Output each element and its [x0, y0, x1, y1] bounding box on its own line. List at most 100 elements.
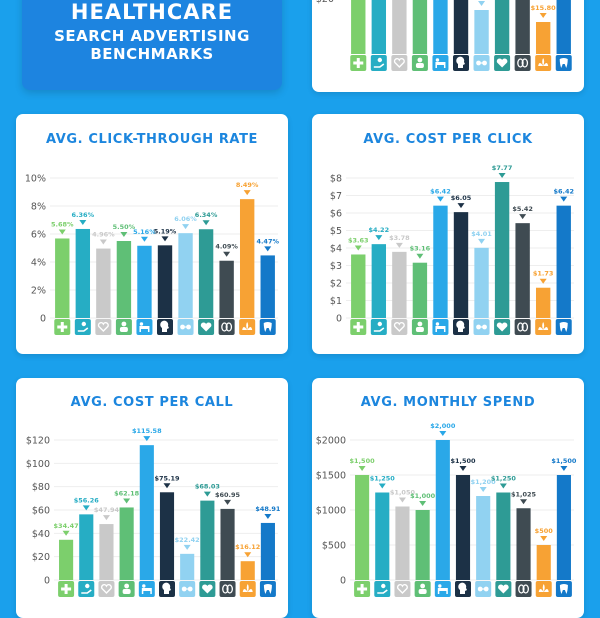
chart-card-top-cropped: $20 $15.80: [312, 0, 584, 92]
category-icon-plus-icon: [354, 581, 371, 597]
category-icon-glasses-icon: [473, 319, 490, 335]
data-label: $34.47: [54, 522, 79, 530]
y-tick-label: $60: [32, 506, 50, 517]
bar: [556, 0, 571, 54]
data-label: $60.95: [215, 491, 241, 499]
data-label: $22.42: [175, 536, 200, 544]
data-label: $2,000: [430, 422, 456, 430]
data-label: 6.06%: [174, 215, 197, 223]
value-marker-arrow: [459, 466, 467, 471]
value-marker-arrow: [202, 220, 210, 226]
y-tick-label: $1: [330, 296, 342, 307]
category-icon-heart-icon: [198, 319, 215, 335]
bar: [375, 492, 390, 580]
bar: [116, 241, 132, 318]
bar: [351, 254, 366, 318]
category-icon-heart-icon: [495, 581, 512, 597]
cpc-chart-svg: 0 $1 $2 $3 $4 $5 $6 $7 $8 $3.63$4.22$3.78$3.16 $6.…: [330, 164, 574, 335]
data-label: $6.05: [451, 194, 472, 202]
value-marker-arrow: [419, 501, 427, 506]
bar: [351, 0, 366, 54]
chart-title-cost-per-call: AVG. COST PER CALL: [70, 395, 234, 410]
category-icon-head-profile-icon: [159, 581, 175, 597]
y-tick-label: $7: [330, 191, 342, 202]
data-label: $7.77: [492, 164, 513, 172]
y-tick-label: 6%: [31, 230, 46, 241]
category-icon-tooth-icon: [555, 581, 572, 597]
category-icon-head-profile-icon: [455, 581, 471, 597]
category-icon-caregiver-icon: [115, 319, 132, 335]
data-label: $1,500: [450, 457, 476, 465]
category-icon-caregiver-icon: [411, 319, 428, 335]
bar: [239, 199, 255, 318]
category-icon-head-profile-icon: [157, 319, 173, 335]
value-marker-arrow: [539, 13, 547, 18]
value-marker-arrow: [243, 190, 251, 196]
bar: [392, 0, 407, 54]
chart-title-ctr: AVG. CLICK-THROUGH RATE: [45, 132, 259, 147]
bar: [96, 248, 111, 318]
category-icon-hand-heart-icon: [370, 55, 387, 71]
bar: [139, 445, 154, 580]
category-icon-glasses-icon: [473, 55, 490, 71]
y-tick-label: 8%: [31, 202, 46, 213]
bar: [219, 260, 234, 318]
category-icon-caregiver-icon: [118, 581, 135, 597]
category-icon-hospital-bed-icon: [138, 581, 155, 597]
data-label: 5.16%: [133, 228, 156, 236]
category-icon-hospital-bed-icon: [434, 581, 451, 597]
bar: [435, 440, 450, 580]
data-label: $1,500: [551, 457, 577, 465]
y-tick-label: $100: [26, 459, 50, 470]
value-marker-arrow: [143, 436, 151, 442]
category-icon-glasses-icon: [177, 319, 194, 335]
value-marker-arrow: [182, 224, 190, 230]
value-marker-arrow: [478, 1, 486, 6]
value-marker-arrow: [79, 219, 87, 225]
value-marker-arrow: [439, 431, 447, 436]
category-icon-plus-icon: [58, 581, 75, 597]
bar: [119, 507, 134, 580]
data-label: 5.19%: [154, 227, 177, 235]
category-icon-spa-lotus-icon: [535, 55, 552, 71]
banner-subtitle-2: BENCHMARKS: [90, 45, 214, 63]
value-marker-arrow: [560, 196, 568, 202]
value-marker-arrow: [416, 253, 424, 259]
category-icon-brain-icon: [514, 319, 531, 335]
bar: [220, 508, 235, 580]
value-marker-arrow: [498, 173, 506, 179]
bar: [415, 510, 430, 580]
value-marker-arrow: [224, 499, 232, 505]
bar: [515, 0, 530, 54]
category-icon-spa-lotus-icon: [239, 581, 256, 597]
value-marker-arrow: [123, 498, 131, 504]
category-icon-hand-heart-icon: [74, 319, 91, 335]
bar: [198, 229, 214, 318]
bar: [476, 496, 491, 580]
category-icon-tooth-icon: [555, 55, 572, 71]
data-label: $6.42: [553, 188, 574, 196]
data-label: 8.49%: [236, 181, 259, 189]
y-tick-label: $6: [330, 209, 342, 220]
value-marker-arrow: [354, 245, 362, 251]
data-label: $48.91: [255, 505, 281, 513]
data-label: $1,250: [370, 475, 396, 483]
category-icon-spa-lotus-icon: [535, 319, 552, 335]
bar: [455, 475, 471, 580]
y-tick-label: $120: [26, 436, 50, 447]
value-marker-arrow: [395, 242, 403, 248]
title-banner: HEALTHCARE SEARCH ADVERTISING BENCHMARKS: [22, 0, 282, 90]
category-icon-glasses-icon: [475, 581, 492, 597]
category-icon-heart-outline-icon: [391, 319, 408, 335]
y-tick-label: 0: [44, 576, 50, 587]
category-icon-head-profile-icon: [453, 319, 469, 335]
data-label: $75.19: [154, 474, 180, 482]
bar: [260, 255, 275, 318]
data-label: $47.94: [94, 506, 120, 514]
value-marker-arrow: [560, 466, 568, 471]
category-icon-brain-icon: [219, 581, 236, 597]
data-label: $5.42: [512, 205, 533, 213]
category-icon-tooth-icon: [259, 319, 276, 335]
bar: [371, 244, 387, 318]
data-label: $56.26: [74, 496, 100, 504]
